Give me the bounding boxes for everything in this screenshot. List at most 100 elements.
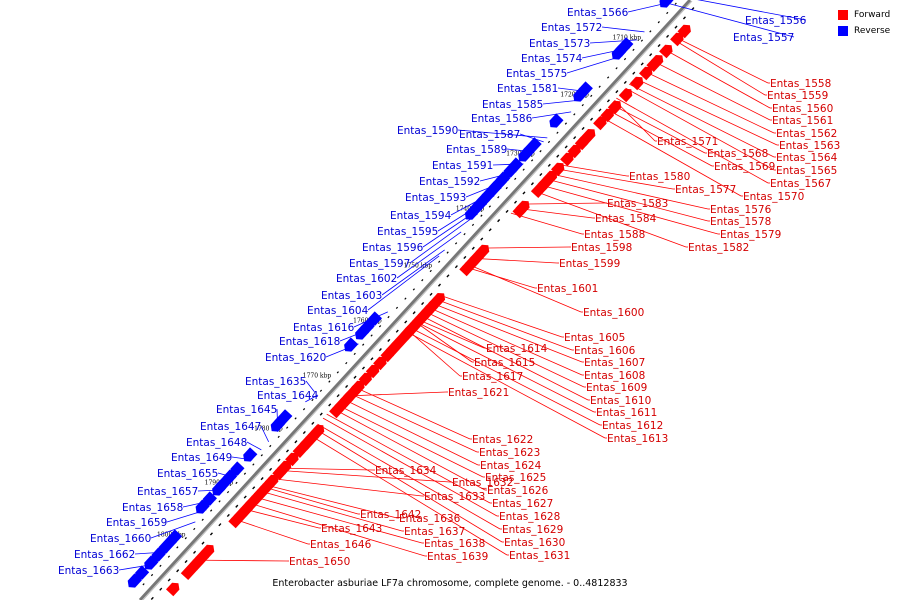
forward-track-dash [454, 265, 458, 269]
reverse-gene-label: Entas_1595 [377, 226, 438, 238]
forward-gene-arrow [639, 66, 653, 81]
reverse-track-dash [657, 21, 660, 24]
reverse-track-dash [556, 131, 559, 134]
forward-leader-line [262, 483, 398, 519]
reverse-track-dash [607, 76, 610, 79]
forward-track-dash [319, 412, 323, 416]
forward-leader-line [542, 177, 709, 222]
forward-gene-label: Entas_1623 [479, 447, 540, 459]
reverse-gene-arrow [230, 461, 245, 476]
forward-leader-line [277, 467, 374, 471]
forward-leader-line [555, 163, 628, 177]
forward-track-dash [480, 237, 484, 241]
forward-gene-arrow [459, 262, 473, 277]
reverse-track-dash [666, 11, 669, 15]
reverse-track-dash [269, 444, 272, 448]
forward-track-dash [176, 569, 180, 573]
reverse-gene-label: Entas_1586 [471, 113, 533, 125]
forward-track-dash [404, 320, 408, 324]
forward-track-dash [260, 477, 264, 481]
forward-gene-arrow [670, 32, 684, 47]
reverse-gene-label: Entas_1596 [362, 242, 424, 254]
reverse-leader-line [670, 3, 795, 38]
legend-label-forward: Forward [854, 10, 891, 20]
forward-track-dash [564, 145, 568, 149]
reverse-track-dash [193, 527, 196, 531]
forward-gene-label: Entas_1583 [607, 198, 668, 210]
forward-track-dash [590, 117, 594, 121]
forward-gene-label: Entas_1560 [772, 103, 833, 115]
forward-gene-arrow [551, 162, 565, 177]
forward-gene-label: Entas_1624 [480, 460, 542, 472]
reverse-gene-arrow [243, 447, 258, 462]
forward-gene-arrow [166, 582, 180, 597]
forward-gene-label: Entas_1563 [779, 140, 840, 152]
reverse-leader-line [367, 255, 440, 311]
reverse-gene-arrow [195, 499, 210, 514]
forward-gene-label: Entas_1562 [776, 128, 837, 140]
forward-gene-arrow [629, 76, 644, 91]
forward-swatch [838, 10, 848, 20]
forward-track-dash [437, 283, 442, 287]
forward-track-dash [640, 62, 644, 66]
reverse-track-dash [277, 435, 280, 438]
forward-track-dash [353, 375, 357, 379]
forward-leader-line [531, 189, 687, 248]
reverse-track-dash [252, 463, 255, 466]
reverse-track-dash [362, 343, 365, 346]
reverse-track-dash [404, 297, 407, 300]
forward-gene-label: Entas_1643 [321, 523, 382, 535]
forward-track-dash [530, 182, 534, 186]
reverse-gene-label: Entas_1645 [216, 404, 277, 416]
forward-leader-line [317, 423, 501, 530]
forward-leader-line [352, 385, 471, 440]
reverse-track-dash [167, 555, 171, 558]
reverse-track-dash [454, 242, 458, 245]
reverse-gene-label: Entas_1589 [446, 144, 507, 156]
forward-gene-label: Entas_1637 [404, 526, 465, 538]
reverse-gene-arrow [573, 87, 588, 102]
reverse-gene-label: Entas_1566 [567, 7, 629, 19]
reverse-gene-arrow [518, 147, 533, 162]
reverse-gene-label: Entas_1573 [529, 38, 590, 50]
forward-leader-line [275, 469, 451, 483]
forward-track-dash [252, 486, 256, 490]
reverse-leader-line [519, 133, 544, 143]
reverse-track-dash [345, 361, 348, 365]
forward-gene-label: Entas_1622 [472, 434, 533, 446]
forward-track-dash [277, 458, 281, 462]
reverse-gene-label: Entas_1658 [122, 502, 183, 514]
forward-gene-arrow [365, 364, 380, 379]
forward-leader-line [537, 183, 719, 235]
forward-gene-arrow [512, 204, 526, 219]
forward-leader-line [625, 87, 775, 171]
reverse-track-dash [370, 334, 373, 337]
reverse-gene-label: Entas_1648 [186, 437, 247, 449]
gene-labels-layer: Entas_1558Entas_1559Entas_1560Entas_1561… [58, 7, 840, 577]
forward-gene-label: Entas_1576 [710, 204, 772, 216]
reverse-gene-arrow [158, 535, 177, 554]
forward-leader-line [519, 202, 606, 205]
forward-gene-arrow [380, 348, 394, 363]
forward-gene-label: Entas_1638 [424, 538, 485, 550]
forward-leader-line [346, 391, 478, 453]
forward-leader-line [510, 212, 583, 235]
forward-gene-label: Entas_1598 [571, 242, 632, 254]
forward-gene-arrow [607, 100, 622, 115]
forward-leader-line [634, 77, 778, 146]
reverse-gene-label: Entas_1602 [336, 273, 397, 285]
reverse-leader-line [305, 380, 315, 393]
reverse-swatch [838, 26, 848, 36]
forward-gene-label: Entas_1631 [509, 550, 570, 562]
reverse-track-dash [429, 269, 432, 273]
legend: Forward Reverse [838, 8, 890, 40]
reverse-track-dash [150, 573, 154, 577]
reverse-gene-label: Entas_1557 [733, 32, 794, 44]
reverse-track-dash [564, 122, 568, 125]
forward-leader-line [308, 433, 508, 556]
reverse-track-dash [463, 232, 466, 236]
forward-leader-line [240, 507, 320, 529]
forward-leader-line [436, 293, 563, 338]
reverse-track-dash [176, 546, 179, 549]
